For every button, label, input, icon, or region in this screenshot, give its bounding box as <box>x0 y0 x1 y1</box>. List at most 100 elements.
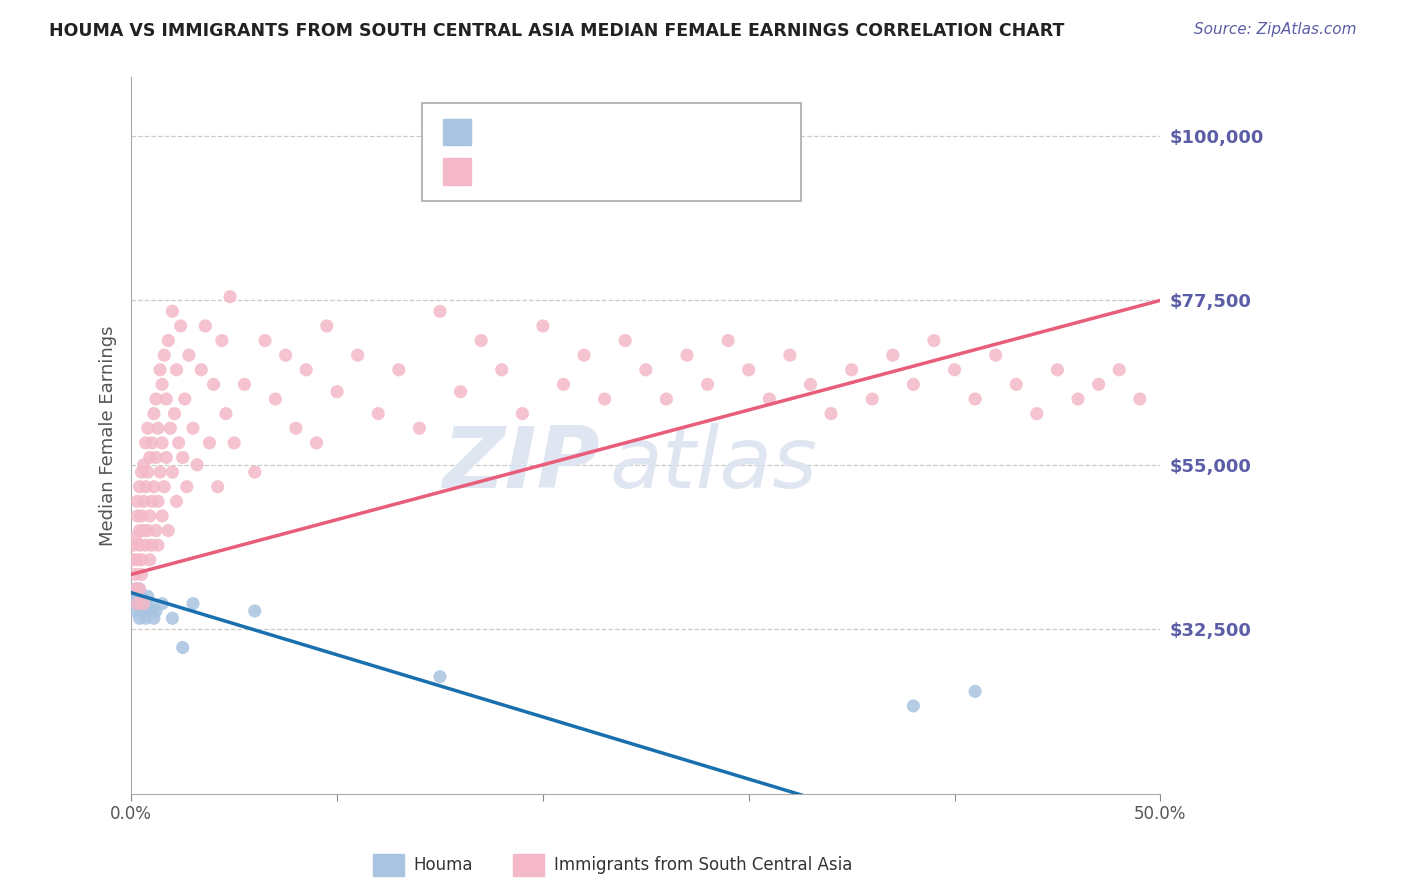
Point <box>593 392 616 406</box>
Point <box>943 363 966 377</box>
Point <box>159 421 181 435</box>
Point <box>450 384 472 399</box>
Point <box>146 494 169 508</box>
Point <box>136 421 159 435</box>
Point <box>157 524 180 538</box>
Point <box>717 334 740 348</box>
Point <box>305 435 328 450</box>
Point <box>141 435 163 450</box>
Point <box>132 524 155 538</box>
Point <box>207 480 229 494</box>
Point <box>141 538 163 552</box>
Point <box>1067 392 1090 406</box>
Point <box>470 334 492 348</box>
Point <box>1108 363 1130 377</box>
Point <box>128 582 150 596</box>
Point <box>145 450 167 465</box>
Point <box>146 421 169 435</box>
Point <box>176 480 198 494</box>
Point <box>139 597 162 611</box>
Text: Houma: Houma <box>413 856 472 874</box>
Point <box>132 458 155 472</box>
Point <box>1005 377 1028 392</box>
Point <box>145 392 167 406</box>
Point <box>166 363 188 377</box>
Point <box>150 377 173 392</box>
Point <box>224 435 246 450</box>
Point <box>965 684 987 698</box>
Point <box>139 553 162 567</box>
Text: N=  30: N= 30 <box>605 123 665 141</box>
Point <box>136 465 159 479</box>
Point <box>181 597 204 611</box>
Point <box>166 494 188 508</box>
Point <box>169 318 191 333</box>
Point <box>142 480 165 494</box>
Point <box>429 304 451 318</box>
Point <box>131 508 153 523</box>
Point <box>124 582 146 596</box>
Text: atlas: atlas <box>610 423 818 506</box>
Text: HOUMA VS IMMIGRANTS FROM SOUTH CENTRAL ASIA MEDIAN FEMALE EARNINGS CORRELATION C: HOUMA VS IMMIGRANTS FROM SOUTH CENTRAL A… <box>49 22 1064 40</box>
Point <box>186 458 208 472</box>
Point <box>132 494 155 508</box>
Point <box>142 407 165 421</box>
Point <box>122 538 145 552</box>
Point <box>984 348 1007 362</box>
Point <box>155 450 177 465</box>
Point <box>903 698 925 713</box>
Point <box>135 597 157 611</box>
Point <box>1087 377 1109 392</box>
Point <box>128 582 150 596</box>
Point <box>219 290 242 304</box>
Point <box>145 604 167 618</box>
Point <box>124 604 146 618</box>
Point <box>162 611 184 625</box>
Point <box>146 538 169 552</box>
Point <box>388 363 411 377</box>
Point <box>1129 392 1152 406</box>
Point <box>149 363 172 377</box>
Point <box>177 348 200 362</box>
Point <box>162 465 184 479</box>
Point <box>135 611 157 625</box>
Point <box>127 508 149 523</box>
Point <box>127 590 149 604</box>
Point <box>264 392 287 406</box>
Point <box>233 377 256 392</box>
Point <box>128 538 150 552</box>
Point <box>295 363 318 377</box>
Point <box>127 553 149 567</box>
Point <box>315 318 337 333</box>
Point <box>136 590 159 604</box>
Point <box>128 480 150 494</box>
Point <box>128 524 150 538</box>
Point <box>553 377 575 392</box>
Point <box>738 363 761 377</box>
Point <box>634 363 657 377</box>
Point <box>181 421 204 435</box>
Point <box>696 377 718 392</box>
Point <box>202 377 225 392</box>
Point <box>903 377 925 392</box>
Text: Source: ZipAtlas.com: Source: ZipAtlas.com <box>1194 22 1357 37</box>
Point <box>799 377 821 392</box>
Point <box>254 334 277 348</box>
Point <box>132 597 155 611</box>
Point <box>882 348 904 362</box>
Point <box>139 450 162 465</box>
Point <box>127 582 149 596</box>
Point <box>149 465 172 479</box>
Point <box>779 348 801 362</box>
Point <box>132 597 155 611</box>
Point <box>510 407 533 421</box>
Point <box>655 392 678 406</box>
Point <box>145 524 167 538</box>
Text: R =  0.495: R = 0.495 <box>481 162 581 180</box>
Point <box>274 348 297 362</box>
Point <box>131 590 153 604</box>
Point <box>243 465 266 479</box>
Point <box>124 582 146 596</box>
Point <box>284 421 307 435</box>
Point <box>162 304 184 318</box>
